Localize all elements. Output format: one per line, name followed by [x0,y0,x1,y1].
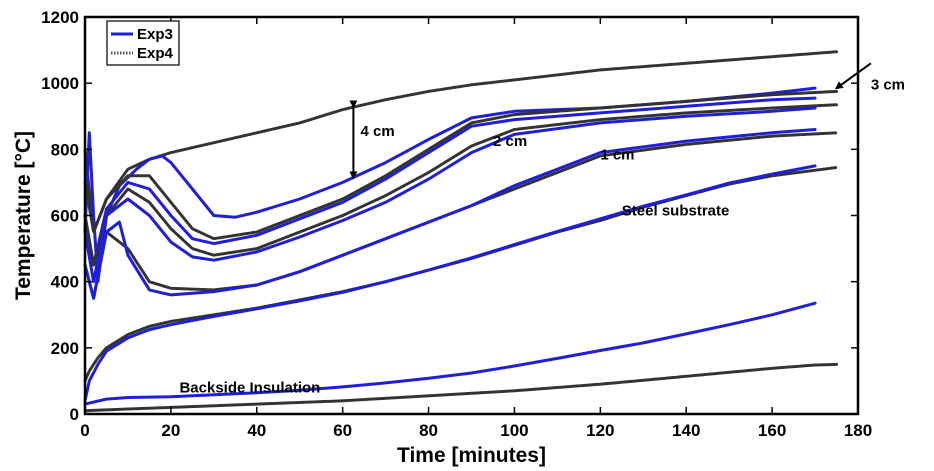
series-line-exp3-10 [83,301,817,406]
series-line-exp4-4 [83,103,838,267]
series-line-exp3-3 [83,96,817,267]
x-tick-label: 40 [247,421,266,440]
annotation-3-cm: 3 cm [871,76,905,93]
series-line-exp4-8 [83,166,838,383]
x-tick-label: 20 [161,421,180,440]
x-tick-label: 60 [333,421,352,440]
x-tick-label: 80 [419,421,438,440]
series-line-exp3-9 [83,164,817,403]
annotation-4-cm: 4 cm [361,123,395,140]
annotation-backside-insulation: Backside Insulation [179,379,320,396]
x-tick-label: 0 [80,421,89,440]
y-tick-label: 200 [51,339,79,358]
series-line-exp4-11 [83,362,838,413]
y-tick-label: 1200 [41,8,79,27]
x-tick-label: 100 [500,421,528,440]
legend-label-exp4: Exp4 [137,45,174,62]
legend-label-exp3: Exp3 [137,26,173,43]
x-tick-label: 120 [586,421,614,440]
series-layer [83,50,838,413]
annotation-2-cm: 2 cm [493,133,527,150]
annotation-1-cm: 1 cm [600,146,634,163]
y-tick-label: 1000 [41,74,79,93]
y-tick-label: 800 [51,140,79,159]
x-tick-label: 160 [758,421,786,440]
x-tick-label: 140 [672,421,700,440]
series-line-exp3-5 [83,106,817,284]
plot-frame [83,15,860,416]
pointer-arrow-3cm [834,62,872,90]
ticks-layer: 0 20 40 60 80 100 120 140 160 180 0 200 400 600 800 100… [41,8,872,440]
legend: Exp3 Exp4 [106,20,180,66]
series-line-exp3-7 [83,128,817,300]
annotation-steel-substrate: Steel substrate [622,203,730,220]
legend-box [106,20,180,66]
series-line-exp4-0 [83,50,838,234]
x-axis-title: Time [minutes] [397,444,546,467]
annotations-layer: 3 cm 4 cm 2 cm 1 cm Steel substrate Backside … [179,62,905,396]
y-axis-title: Temperature [°C] [12,131,35,300]
series-line-exp3-1 [83,86,817,284]
x-tick-label: 180 [844,421,872,440]
series-line-exp4-2 [83,89,838,241]
y-tick-label: 0 [70,405,79,424]
y-tick-label: 400 [51,273,79,292]
y-tick-label: 600 [51,207,79,226]
